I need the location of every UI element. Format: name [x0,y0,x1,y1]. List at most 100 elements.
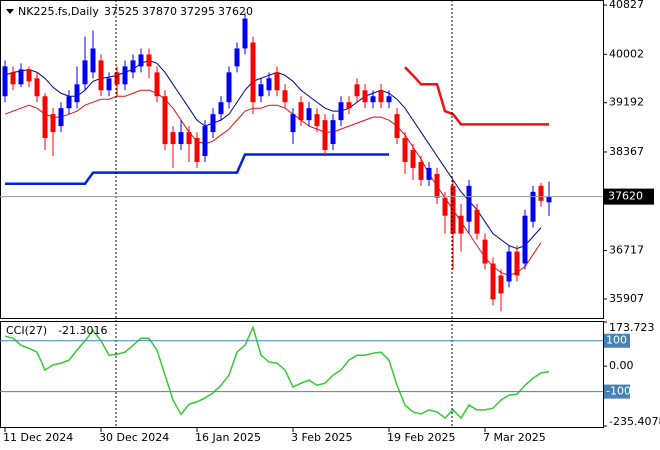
candle-body [162,96,168,145]
candle-body [546,196,552,203]
last-open: 37525 [104,5,139,18]
y-tick-label: 40002 [609,47,644,60]
candle-body [130,60,136,73]
candle-body [234,48,240,67]
candle-body [34,78,40,97]
candle-body [146,54,152,67]
level-label: 100 [606,334,627,347]
indicator-line [404,66,549,126]
candle-body [98,60,104,91]
cci-line [4,325,550,420]
candle-body [402,138,408,162]
level-box [604,333,630,348]
last-close: 37620 [218,5,253,18]
current-price-box [604,188,654,205]
main-panel-border [0,0,604,319]
candle-body [330,120,336,145]
candle-body [354,84,360,97]
candle-body [322,120,328,151]
candle-body [186,132,192,145]
candle-body [18,69,24,85]
candle-body [2,66,8,97]
candle-body [418,161,424,180]
candle-body [314,114,320,127]
y-tick-label: 40827 [609,0,644,11]
candle-body [114,72,120,85]
candle-body [362,90,368,103]
candle-body [250,42,256,103]
candle-body [258,84,264,97]
candle-body [490,263,496,300]
candle-body [370,96,376,103]
candle-body [74,84,80,103]
candle-body [178,132,184,145]
candle-body [10,72,16,85]
level-box [604,384,630,399]
candle-body [482,239,488,264]
candle-body [522,215,528,264]
candle-body [538,185,544,201]
candle-body [122,66,128,85]
cci-title: CCI(27) [6,324,47,337]
candle-body [306,108,312,121]
candle-body [434,173,440,198]
y-tick-label: 173.723 [609,321,655,334]
candle-body [474,209,480,234]
current-price-label: 37620 [608,190,643,203]
candle-body [514,251,520,276]
level-label: -100 [606,385,631,398]
y-tick-label: 38367 [609,145,644,158]
candle-body [506,251,512,282]
y-tick-label: 0.00 [609,359,634,372]
x-tick-label: 11 Dec 2024 [3,431,73,444]
candle-body [450,185,456,234]
cci-value: -21.3016 [58,324,107,337]
candle-body [410,150,416,168]
candle-body [242,18,248,49]
candle-body [90,48,96,73]
x-tick-label: 7 Mar 2025 [483,431,546,444]
last-low: 37295 [180,5,215,18]
candle-body [66,96,72,109]
candle-body [194,138,200,162]
y-tick-label: 36717 [609,244,644,257]
candle-body [50,114,56,133]
x-tick-label: 30 Dec 2024 [99,431,169,444]
candle-body [298,102,304,121]
candle-body [82,60,88,85]
candle-body [386,96,392,103]
y-tick-label: -235.4078 [609,415,660,428]
plot-area [2,12,552,420]
candle-body [42,96,48,139]
candle-body [154,72,160,97]
candle-body [530,191,536,222]
candle-body [466,185,472,222]
candle-body [442,197,448,216]
candle-body [458,215,464,234]
candle-body [106,78,112,91]
y-tick-label: 39192 [609,96,644,109]
candle-body [394,114,400,139]
last-high: 37870 [142,5,177,18]
candle-body [378,90,384,103]
candle-body [426,167,432,180]
candle-body [282,90,288,103]
candle-body [266,78,272,91]
candle-body [226,72,232,103]
x-tick-label: 16 Jan 2025 [195,431,261,444]
candle-body [346,102,352,109]
x-tick-label: 3 Feb 2025 [291,431,352,444]
x-tick-label: 19 Feb 2025 [387,431,455,444]
y-tick-label: 35907 [609,292,644,305]
candle-body [338,102,344,121]
cci-panel-border [0,321,604,428]
candle-body [138,54,144,67]
candle-body [210,114,216,133]
candle-body [274,72,280,91]
candle-body [170,132,176,145]
menu-triangle [6,9,14,14]
symbol: NK225.fs,Daily [18,5,99,18]
candle-body [58,108,64,127]
